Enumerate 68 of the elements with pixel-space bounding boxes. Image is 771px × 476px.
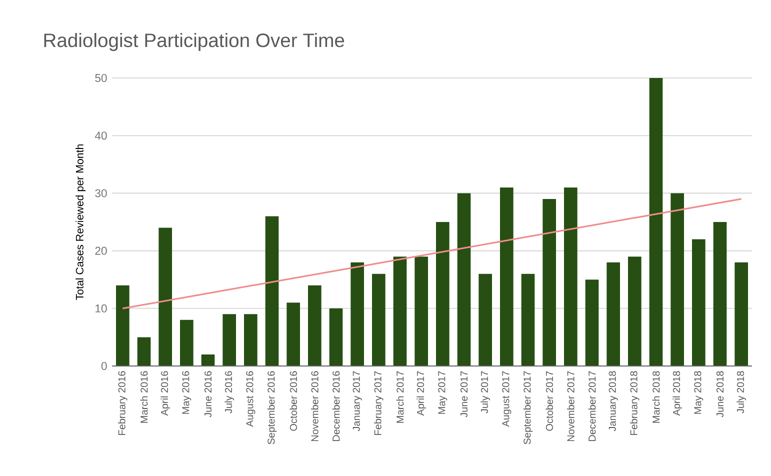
bar (286, 302, 300, 366)
bar (137, 337, 151, 366)
bar (265, 216, 279, 366)
bar (628, 256, 642, 366)
x-tick-label: October 2017 (546, 371, 554, 431)
bar (308, 285, 322, 366)
bar (606, 262, 620, 366)
x-tick-label: March 2016 (140, 371, 148, 423)
bar (158, 228, 172, 366)
bar (564, 187, 578, 366)
x-tick-label: April 2016 (160, 371, 170, 416)
chart-title: Radiologist Participation Over Time (44, 32, 344, 52)
bar (350, 262, 364, 366)
x-tick-label: May 2018 (694, 371, 704, 414)
bar (222, 314, 236, 366)
x-tick-label: July 2016 (224, 371, 234, 414)
x-tick-label: December 2016 (332, 371, 340, 442)
x-tick-label: April 2018 (672, 371, 682, 416)
bar (457, 193, 471, 366)
x-tick-label: July 2017 (480, 371, 490, 414)
x-tick-label: August 2016 (246, 371, 256, 427)
x-tick-label: April 2017 (416, 371, 426, 416)
x-tick-label: May 2016 (182, 371, 192, 414)
bar (542, 198, 556, 366)
bar (436, 222, 450, 366)
y-tick-label: 10 (96, 304, 107, 312)
bar (201, 354, 215, 366)
bar (521, 274, 535, 366)
bar (585, 280, 599, 366)
x-tick-label: May 2017 (438, 371, 448, 414)
x-tick-label: February 2016 (118, 371, 128, 435)
y-axis-title: Total Cases Reviewed per Month (76, 144, 86, 300)
bar (393, 256, 407, 366)
y-tick-label: 30 (95, 189, 107, 198)
bar (670, 193, 684, 366)
x-tick-label: August 2017 (502, 371, 512, 427)
y-tick-label: 40 (94, 132, 107, 140)
bar (244, 314, 258, 366)
bar (713, 222, 727, 366)
x-tick-label: June 2016 (204, 371, 212, 418)
y-tick-label: 20 (95, 246, 107, 255)
bar (329, 308, 343, 366)
x-tick-label: September 2016 (267, 371, 277, 444)
x-tick-label: February 2017 (374, 371, 384, 435)
bar (372, 274, 386, 366)
x-tick-label: January 2018 (608, 371, 618, 432)
x-tick-label: November 2017 (567, 371, 574, 442)
x-tick-label: June 2018 (716, 371, 724, 418)
y-tick-label: 0 (101, 362, 107, 370)
bar (649, 78, 663, 366)
x-tick-label: November 2016 (311, 371, 318, 442)
bar (478, 274, 492, 366)
x-tick-label: July 2018 (736, 371, 746, 414)
x-tick-label: October 2016 (290, 371, 298, 431)
bar (500, 187, 514, 366)
x-tick-label: March 2018 (652, 371, 660, 423)
y-tick-label: 50 (95, 74, 107, 82)
bar (414, 256, 428, 366)
x-tick-label: June 2017 (460, 371, 468, 418)
bar (116, 285, 130, 366)
x-tick-label: September 2017 (523, 371, 533, 444)
x-tick-label: March 2017 (396, 371, 404, 423)
x-tick-label: December 2017 (588, 371, 596, 442)
x-tick-label: January 2017 (352, 371, 362, 432)
bar (180, 320, 194, 366)
bar (734, 262, 748, 366)
x-tick-label: February 2018 (630, 371, 640, 435)
bar (692, 239, 706, 366)
